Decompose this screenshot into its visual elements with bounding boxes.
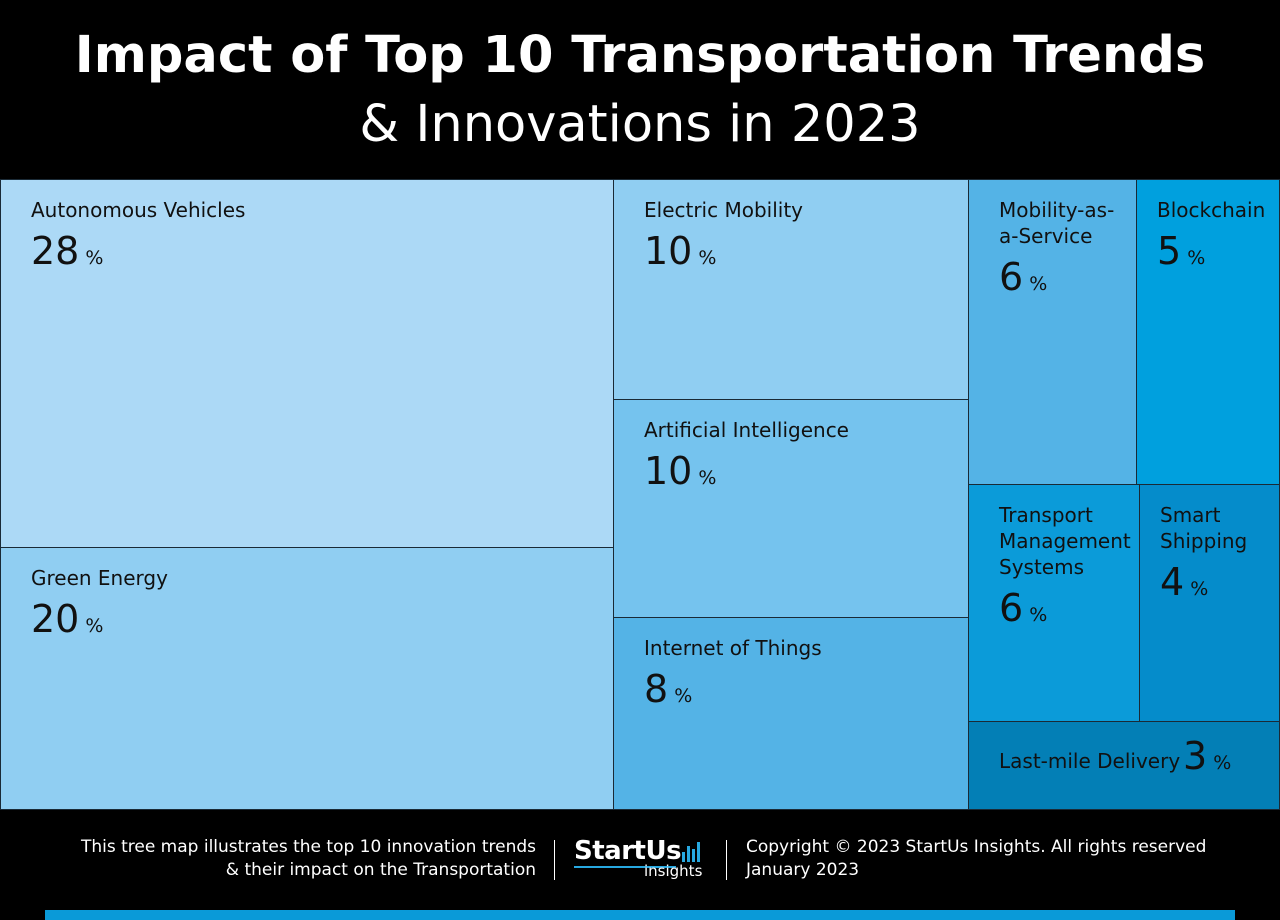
treemap: Autonomous Vehicles 28% Green Energy 20% Ele… [0,179,1280,810]
bottom-accent-bar [45,910,1235,920]
footer-description-line1: This tree map illustrates the top 10 inn… [80,837,536,857]
treemap-tile-internet-of-things: Internet of Things 8% [613,617,969,810]
tile-value: 8% [644,667,692,718]
tile-label: Green Energy [31,566,168,590]
tile-label: Artificial Intelligence [644,418,849,442]
treemap-tile-autonomous-vehicles: Autonomous Vehicles 28% [0,179,614,548]
treemap-tile-last-mile-delivery: Last-mile Delivery 3% [968,721,1280,810]
logo-underline [574,866,676,868]
tile-label: Blockchain [1157,198,1266,222]
tile-value-unit: % [85,247,104,269]
treemap-tile-green-energy: Green Energy 20% [0,547,614,810]
tile-value-unit: % [698,247,717,269]
tile-value-unit: % [85,615,104,637]
treemap-tile-smart-shipping: Smart Shipping 4% [1139,484,1280,722]
tile-label: Mobility-as-a-Service [999,198,1115,248]
tile-value-number: 10 [644,449,693,493]
tile-value-number: 3 [1183,734,1208,778]
tile-value-number: 6 [999,586,1024,630]
tile-value: 6% [999,255,1047,306]
footer-divider-left [554,840,555,880]
tile-value-unit: % [674,685,693,707]
footer-copyright-block: Copyright © 2023 StartUs Insights. All r… [746,836,1206,882]
footer-copyright: Copyright © 2023 StartUs Insights. All r… [746,837,1207,857]
tile-value: 3% [1183,734,1231,785]
footer-date: January 2023 [746,860,860,880]
tile-label: Smart Shipping [1160,503,1248,553]
treemap-tile-blockchain: Blockchain 5% [1136,179,1280,485]
tile-value: 10% [644,229,716,280]
tile-label: Autonomous Vehicles [31,198,246,222]
tile-value-number: 28 [31,229,80,273]
treemap-tile-mobility-as-a-service: Mobility-as-a-Service 6% [968,179,1137,485]
tile-value-number: 8 [644,667,669,711]
tile-value-unit: % [1190,578,1209,600]
tile-value-number: 10 [644,229,693,273]
tile-value-number: 20 [31,597,80,641]
tile-label: Transport Management Systems [999,503,1131,579]
tile-label: Electric Mobility [644,198,804,222]
tile-value-unit: % [1029,273,1048,295]
tile-value: 28% [31,229,103,280]
logo-main-text: StartUs [574,836,682,866]
tile-value-number: 5 [1157,229,1182,273]
logo-sub-text: insights [644,862,703,880]
tile-value-unit: % [1213,752,1232,774]
treemap-tile-artificial-intelligence: Artificial Intelligence 10% [613,399,969,618]
footer-divider-right [726,840,727,880]
startus-insights-logo: StartUs insights [574,836,714,884]
tile-value: 5% [1157,229,1205,280]
chart-title: Impact of Top 10 Transportation Trends [74,26,1206,85]
tile-value-number: 4 [1160,560,1185,604]
tile-value: 6% [999,586,1047,637]
treemap-tile-transport-management-systems: Transport Management Systems 6% [968,484,1140,722]
tile-value: 10% [644,449,716,500]
tile-label: Last-mile Delivery [999,749,1181,773]
tile-value-number: 6 [999,255,1024,299]
chart-subtitle: & Innovations in 2023 [359,95,921,154]
tile-label: Internet of Things [644,636,822,660]
tile-value-unit: % [698,467,717,489]
tile-value: 4% [1160,560,1208,611]
tile-value-unit: % [1029,604,1048,626]
footer-description: This tree map illustrates the top 10 inn… [81,836,536,882]
footer-description-line2: & their impact on the Transportation [225,860,536,880]
tile-value: 20% [31,597,103,648]
tile-value-unit: % [1187,247,1206,269]
treemap-tile-electric-mobility: Electric Mobility 10% [613,179,969,400]
